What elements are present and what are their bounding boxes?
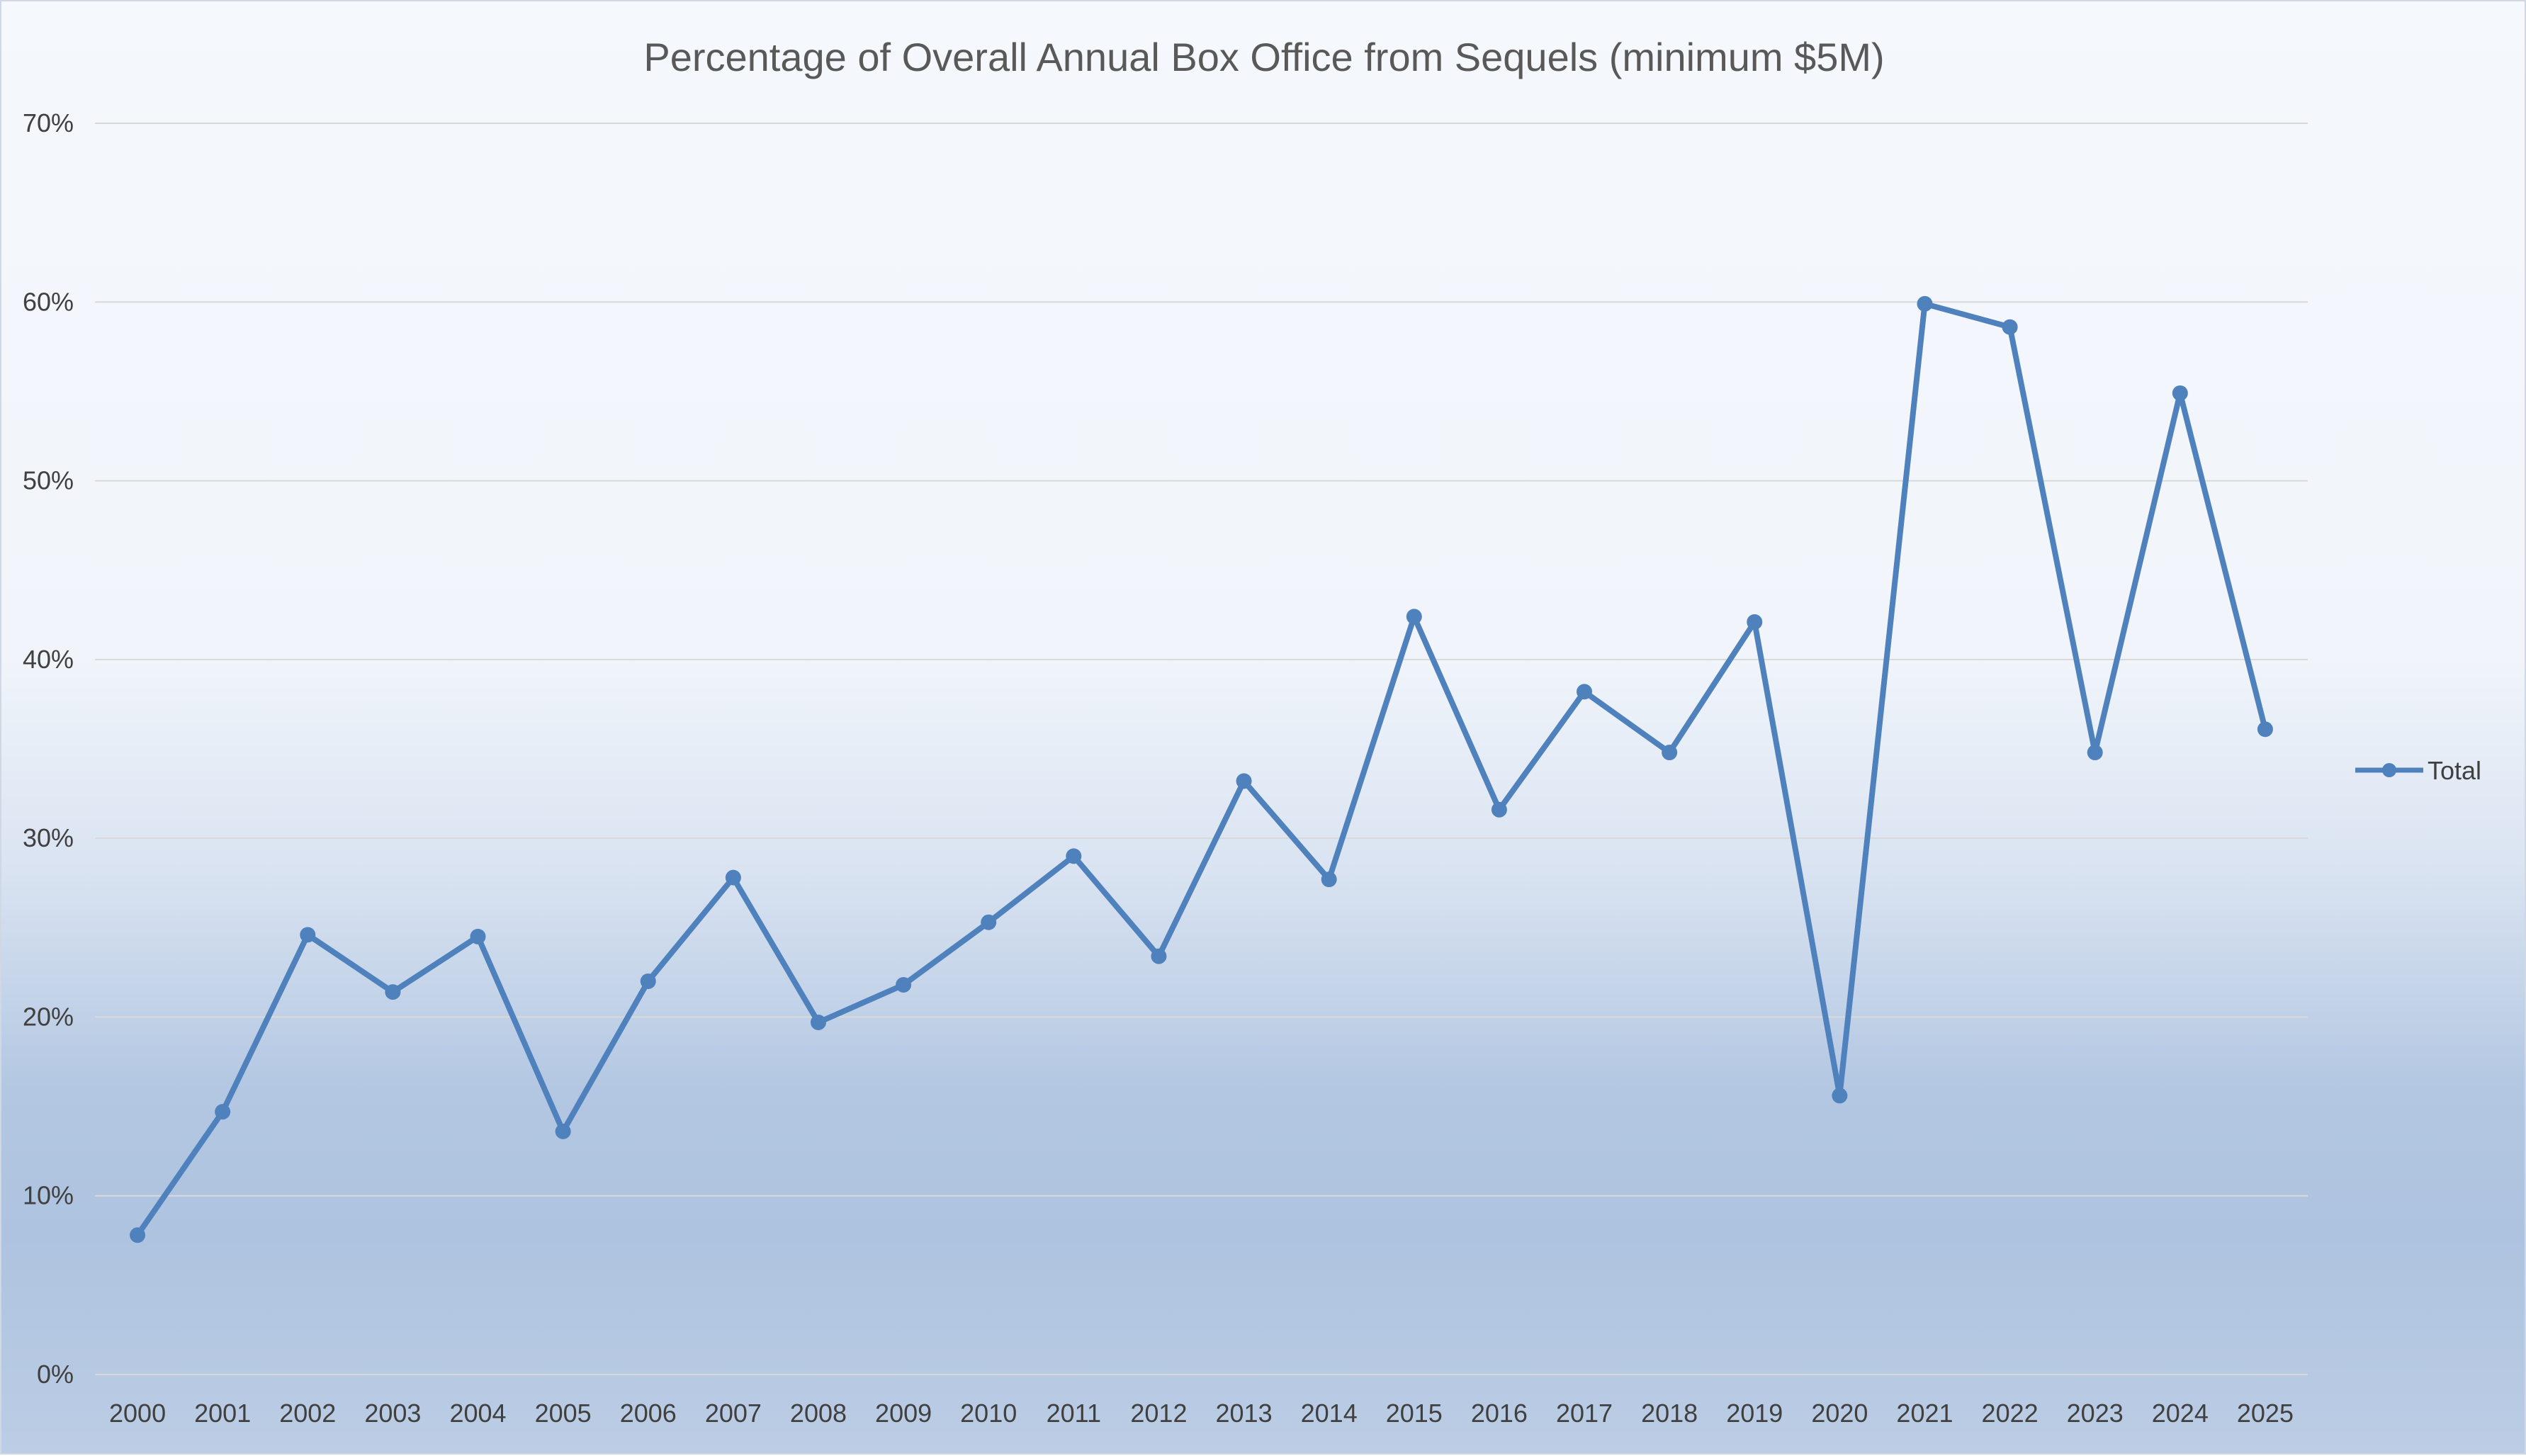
x-tick-label: 2000 [109,1399,166,1428]
x-tick-label: 2002 [279,1399,336,1428]
data-point [896,977,912,993]
x-tick-label: 2012 [1130,1399,1187,1428]
x-tick-label: 2005 [535,1399,592,1428]
x-tick-label: 2022 [1982,1399,2039,1428]
x-tick-label: 2025 [2237,1399,2294,1428]
data-point [1151,948,1167,964]
x-tick-label: 2020 [1811,1399,1868,1428]
x-tick-label: 2009 [875,1399,932,1428]
data-point [215,1104,231,1120]
x-tick-label: 2024 [2152,1399,2209,1428]
y-tick-label: 10% [23,1181,74,1210]
data-point [300,927,316,943]
y-tick-label: 30% [23,823,74,852]
data-point [2002,319,2018,335]
data-point [2172,385,2188,401]
data-point [640,973,656,989]
data-point [1236,773,1252,789]
chart-title: Percentage of Overall Annual Box Office … [643,35,1884,79]
data-point [1491,801,1507,818]
y-tick-label: 0% [37,1360,74,1389]
data-point [1577,684,1593,700]
data-point [1917,295,1933,312]
series-total [130,295,2273,1243]
x-tick-label: 2016 [1471,1399,1528,1428]
x-axis-ticks: 2000 2001 2002 2003 2004 2005 2006 2007 2008 2009… [109,1399,2294,1428]
data-point [1747,614,1763,630]
y-tick-label: 20% [23,1002,74,1031]
data-point [470,928,486,944]
legend-marker [2382,763,2396,777]
data-point [555,1123,571,1139]
series-line-total [135,300,2268,1237]
y-tick-label: 70% [23,108,74,137]
data-point [130,1227,146,1243]
x-tick-label: 2011 [1047,1399,1101,1428]
x-tick-label: 2015 [1386,1399,1443,1428]
x-tick-label: 2008 [790,1399,847,1428]
x-tick-label: 2023 [2067,1399,2124,1428]
y-axis-ticks: 0% 10% 20% 30% 40% 50% 60% 70% [23,108,74,1389]
data-point [385,984,401,1000]
data-point [2257,721,2273,738]
data-point [981,914,997,930]
data-point [1662,745,1678,761]
gridlines [95,123,2308,1375]
x-tick-label: 2006 [620,1399,677,1428]
x-tick-label: 2007 [705,1399,762,1428]
data-point [725,869,741,886]
legend: Total [2355,756,2481,785]
x-tick-label: 2004 [449,1399,506,1428]
y-tick-label: 40% [23,645,74,674]
data-point [2087,745,2103,761]
y-tick-label: 60% [23,287,74,316]
x-tick-label: 2017 [1556,1399,1613,1428]
x-tick-label: 2019 [1726,1399,1783,1428]
x-tick-label: 2003 [364,1399,421,1428]
data-point [1406,609,1422,625]
x-tick-label: 2010 [960,1399,1017,1428]
data-point [810,1014,826,1030]
data-point [1321,871,1337,888]
x-tick-label: 2001 [194,1399,251,1428]
y-tick-label: 50% [23,466,74,495]
legend-label: Total [2428,756,2481,785]
x-tick-label: 2013 [1216,1399,1273,1428]
data-point [1832,1088,1848,1104]
x-tick-label: 2014 [1301,1399,1358,1428]
x-tick-label: 2021 [1896,1399,1953,1428]
x-tick-label: 2018 [1641,1399,1698,1428]
data-point [1066,848,1082,864]
